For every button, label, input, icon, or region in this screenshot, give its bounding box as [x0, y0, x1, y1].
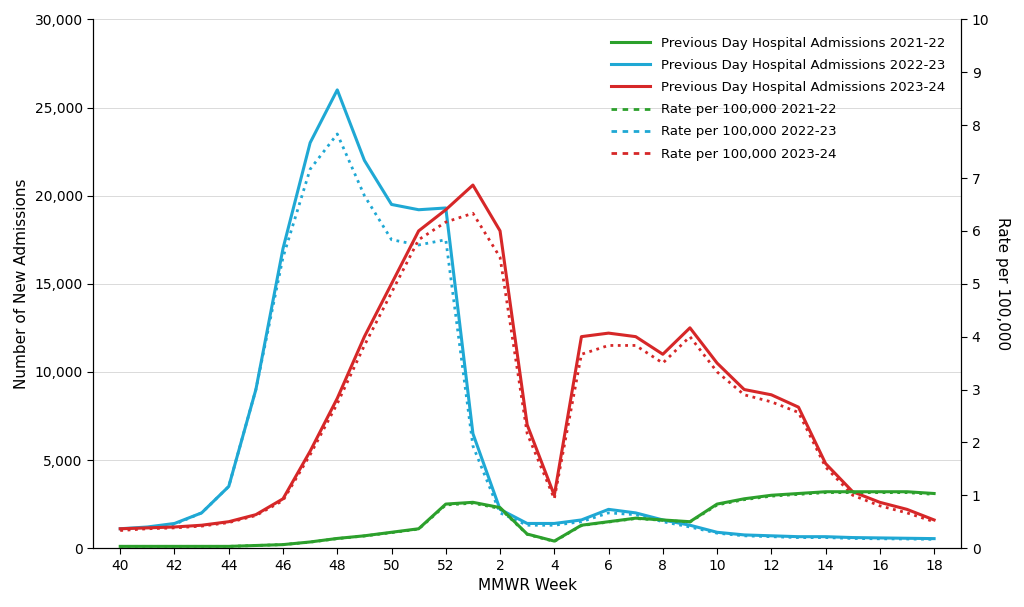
- Y-axis label: Number of New Admissions: Number of New Admissions: [14, 178, 29, 389]
- Y-axis label: Rate per 100,000: Rate per 100,000: [995, 217, 1010, 350]
- Legend: Previous Day Hospital Admissions 2021-22, Previous Day Hospital Admissions 2022-: Previous Day Hospital Admissions 2021-22…: [605, 32, 950, 166]
- X-axis label: MMWR Week: MMWR Week: [477, 578, 577, 593]
